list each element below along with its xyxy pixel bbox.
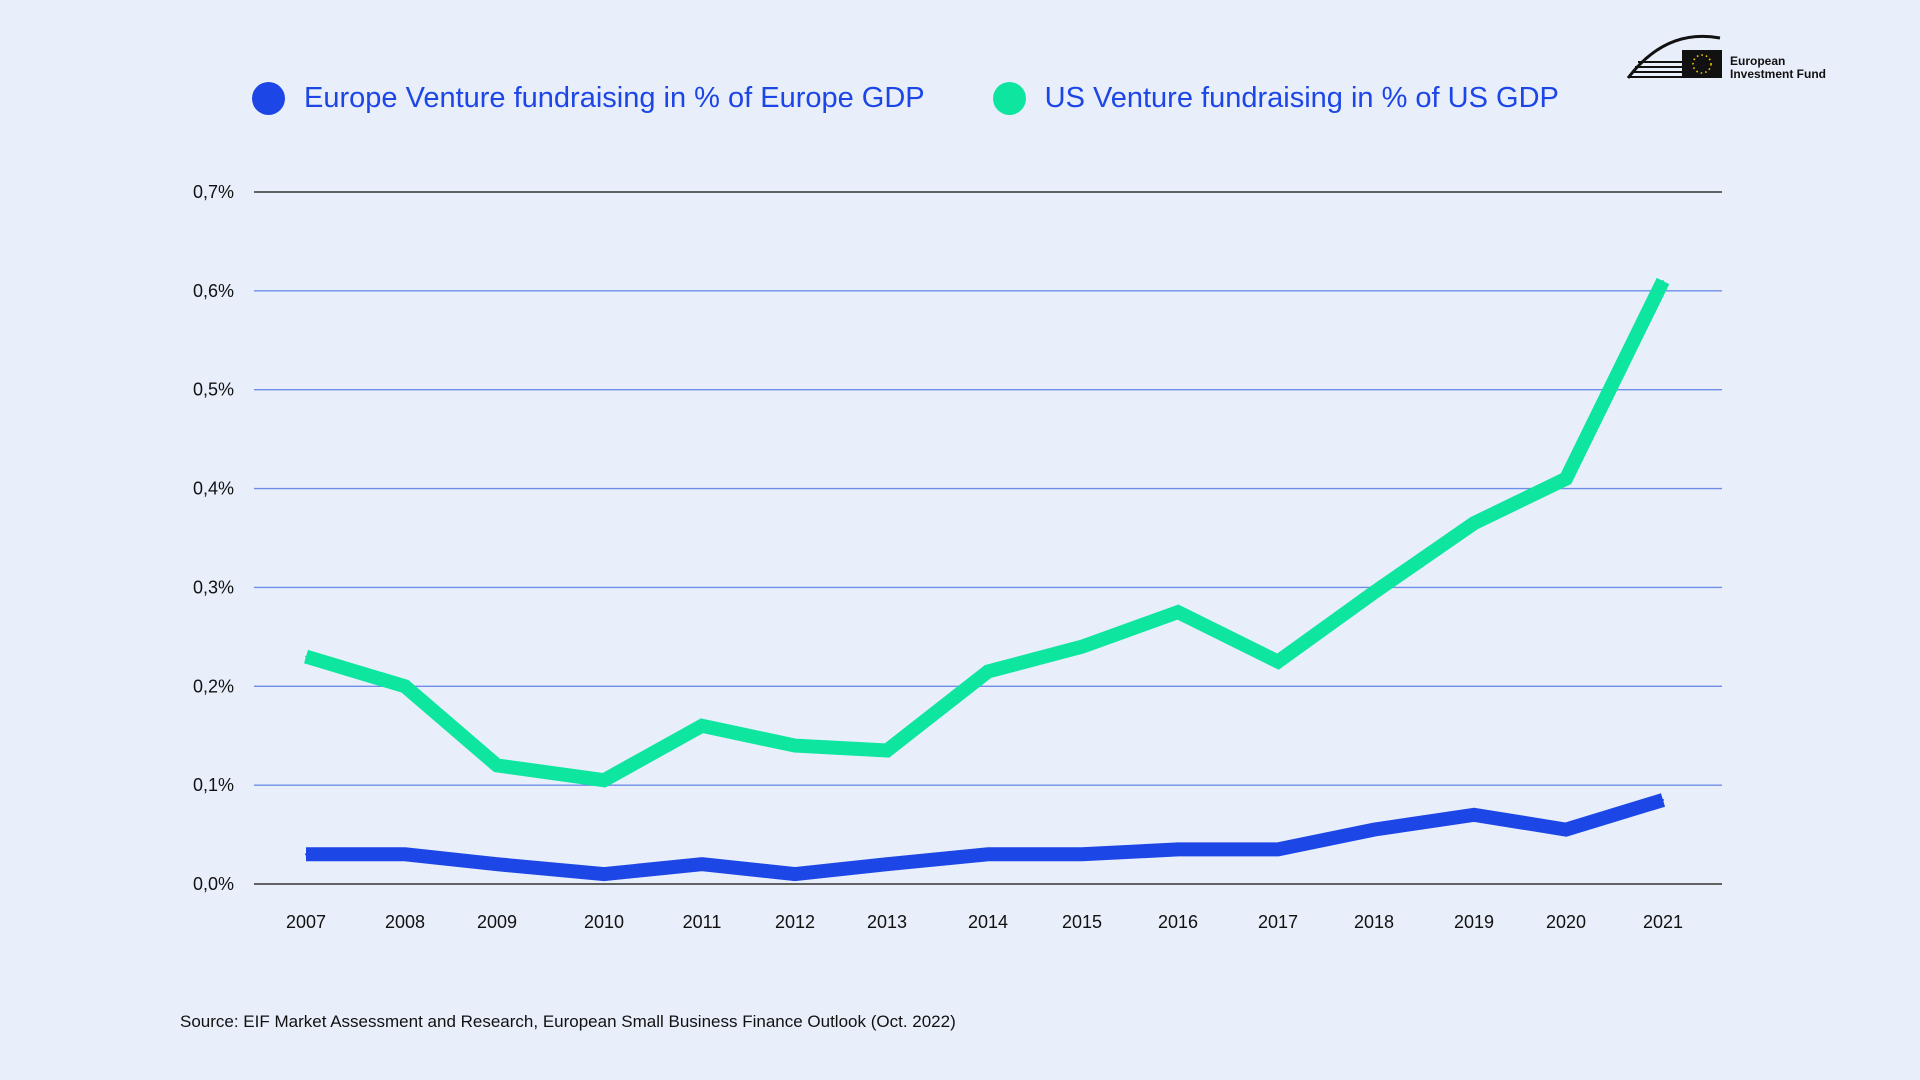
data-point-us xyxy=(794,744,796,747)
x-tick-label: 2018 xyxy=(1354,912,1394,932)
data-point-europe xyxy=(1081,853,1083,856)
data-point-europe xyxy=(1662,798,1664,801)
legend-item-us: US Venture fundraising in % of US GDP xyxy=(992,82,1559,115)
data-point-us xyxy=(1373,591,1375,594)
y-tick-label: 0,0% xyxy=(193,874,234,894)
x-tick-label: 2012 xyxy=(775,912,815,932)
y-tick-label: 0,2% xyxy=(193,676,234,696)
logo-text: European Investment Fund xyxy=(1730,55,1826,81)
logo-line2: Investment Fund xyxy=(1730,67,1827,81)
data-point-europe xyxy=(701,863,703,866)
x-tick-label: 2017 xyxy=(1258,912,1298,932)
legend: Europe Venture fundraising in % of Europ… xyxy=(252,82,1627,115)
data-point-us xyxy=(1565,477,1567,480)
data-point-us xyxy=(701,724,703,727)
series-layer xyxy=(303,277,1670,882)
data-point-europe xyxy=(305,853,307,856)
data-point-europe xyxy=(1565,828,1567,831)
data-point-europe xyxy=(1373,828,1375,831)
x-tick-label: 2021 xyxy=(1643,912,1683,932)
x-tick-label: 2020 xyxy=(1546,912,1586,932)
data-point-europe xyxy=(886,863,888,866)
data-point-us xyxy=(305,655,307,658)
data-point-us xyxy=(987,670,989,673)
data-point-us xyxy=(1277,660,1279,663)
source-note: Source: EIF Market Assessment and Resear… xyxy=(180,1012,956,1031)
series-line-europe xyxy=(306,793,1666,882)
data-point-europe xyxy=(1277,848,1279,851)
data-point-europe xyxy=(496,863,498,866)
y-tick-label: 0,5% xyxy=(193,380,234,400)
x-tick-label: 2007 xyxy=(286,912,326,932)
data-point-us xyxy=(603,779,605,782)
x-axis-ticks: 2007 2008 2009 2010 2011 2012 2013 2014 2015 2016… xyxy=(286,912,1683,932)
y-tick-label: 0,7% xyxy=(193,182,234,202)
data-point-us xyxy=(1473,522,1475,525)
y-tick-label: 0,4% xyxy=(193,479,234,499)
y-tick-label: 0,1% xyxy=(193,775,234,795)
data-point-us xyxy=(1177,611,1179,614)
y-tick-label: 0,6% xyxy=(193,281,234,301)
legend-dot-us xyxy=(992,82,1026,115)
data-point-europe xyxy=(1177,848,1179,851)
x-tick-label: 2015 xyxy=(1062,912,1102,932)
x-tick-label: 2009 xyxy=(477,912,517,932)
x-tick-label: 2010 xyxy=(584,912,624,932)
legend-dot-europe xyxy=(252,82,285,115)
y-tick-label: 0,3% xyxy=(193,577,234,597)
x-tick-label: 2011 xyxy=(683,912,722,932)
data-point-europe xyxy=(603,873,605,876)
logo-line1: European xyxy=(1730,54,1786,68)
eif-logo-icon xyxy=(1626,34,1722,79)
data-point-europe xyxy=(404,853,406,856)
data-point-europe xyxy=(1473,813,1475,816)
x-tick-label: 2016 xyxy=(1158,912,1198,932)
data-point-us xyxy=(1662,279,1664,282)
legend-item-europe: Europe Venture fundraising in % of Europ… xyxy=(252,82,925,115)
series-line-us xyxy=(303,277,1670,788)
x-tick-label: 2014 xyxy=(968,912,1008,932)
y-axis-ticks: 0,0% 0,1% 0,2% 0,3% 0,4% 0,5% 0,6% 0,7% xyxy=(193,182,234,894)
data-point-us xyxy=(404,685,406,688)
data-point-us xyxy=(496,764,498,767)
data-point-europe xyxy=(794,873,796,876)
grid-layer xyxy=(254,191,1722,885)
x-tick-label: 2008 xyxy=(385,912,425,932)
data-point-us xyxy=(886,749,888,752)
legend-label-europe: Europe Venture fundraising in % of Europ… xyxy=(304,82,925,114)
data-point-europe xyxy=(987,853,989,856)
x-tick-label: 2019 xyxy=(1454,912,1494,932)
legend-label-us: US Venture fundraising in % of US GDP xyxy=(1044,82,1559,114)
data-point-us xyxy=(1081,645,1083,648)
x-tick-label: 2013 xyxy=(867,912,907,932)
